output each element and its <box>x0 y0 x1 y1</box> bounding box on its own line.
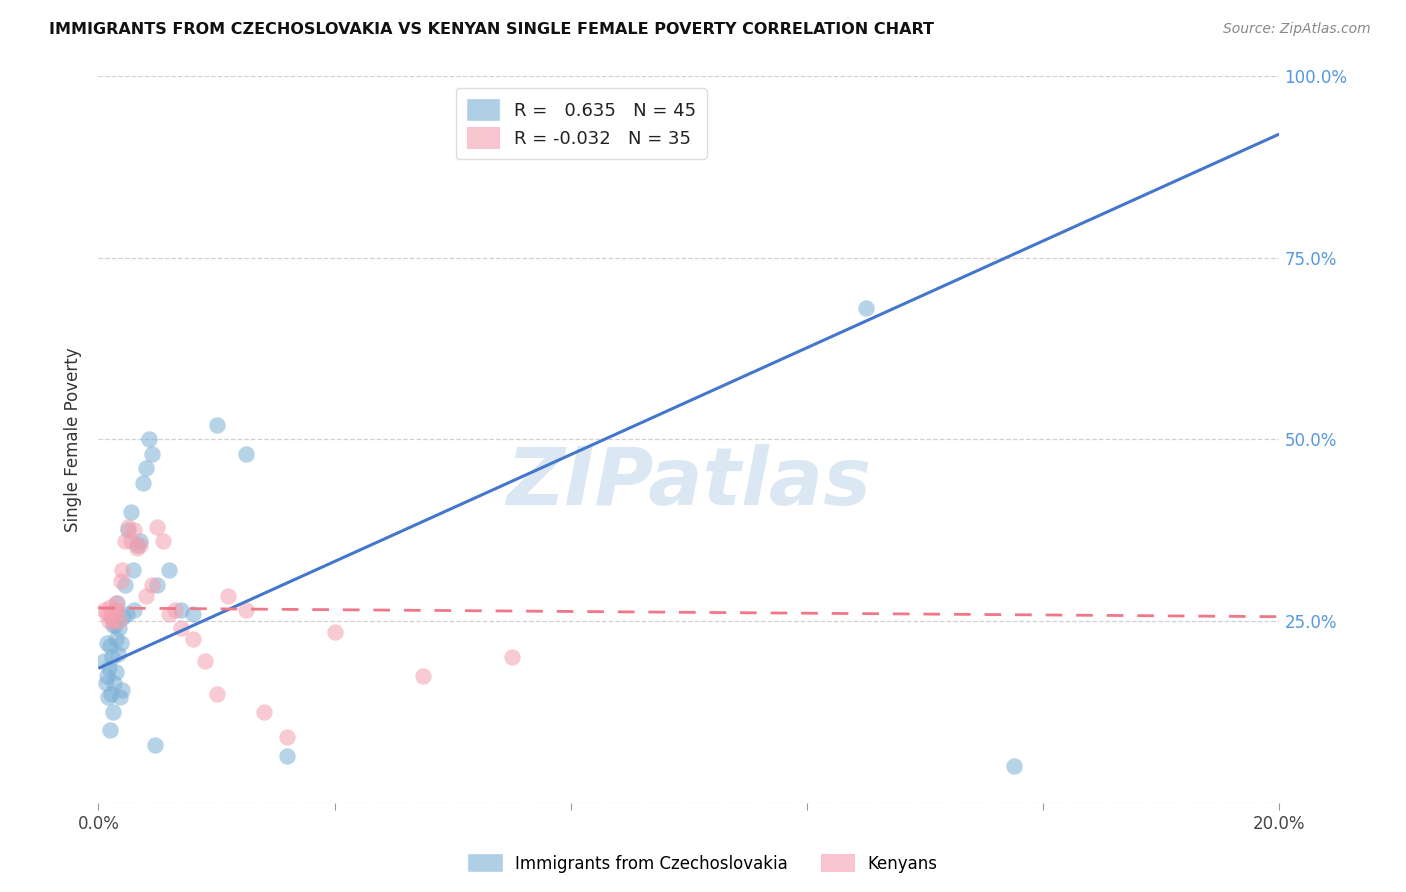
Point <box>157 563 180 577</box>
Point <box>96 607 118 621</box>
Point <box>108 621 131 635</box>
Point <box>501 650 523 665</box>
Point <box>235 603 257 617</box>
Point <box>107 647 129 661</box>
Point <box>97 690 120 705</box>
Point <box>276 731 298 745</box>
Point <box>114 578 136 592</box>
Point <box>181 607 204 621</box>
Point <box>141 447 163 461</box>
Point <box>93 654 115 668</box>
Legend: R =   0.635   N = 45, R = -0.032   N = 35: R = 0.635 N = 45, R = -0.032 N = 35 <box>456 88 707 159</box>
Point <box>108 614 131 628</box>
Point <box>141 578 163 592</box>
Point <box>128 534 150 549</box>
Point <box>98 614 121 628</box>
Point <box>98 661 121 675</box>
Point <box>135 589 157 603</box>
Point <box>110 574 132 588</box>
Point <box>1002 759 1025 773</box>
Point <box>103 676 125 690</box>
Point <box>122 603 145 617</box>
Point <box>105 596 128 610</box>
Point <box>105 596 128 610</box>
Point <box>205 687 228 701</box>
Point <box>194 654 217 668</box>
Text: ZIPatlas: ZIPatlas <box>506 444 872 522</box>
Point <box>114 534 136 549</box>
Point <box>101 617 124 632</box>
Point <box>104 617 127 632</box>
Point <box>105 632 128 647</box>
Text: Source: ZipAtlas.com: Source: ZipAtlas.com <box>1223 22 1371 37</box>
Point <box>93 603 115 617</box>
Point <box>121 563 143 577</box>
Point <box>128 538 150 552</box>
Point <box>205 417 228 432</box>
Point <box>146 519 169 533</box>
Point <box>103 614 125 628</box>
Point <box>100 687 122 701</box>
Legend: Immigrants from Czechoslovakia, Kenyans: Immigrants from Czechoslovakia, Kenyans <box>461 847 945 880</box>
Point <box>98 640 121 654</box>
Point <box>111 563 134 577</box>
Point <box>146 578 169 592</box>
Y-axis label: Single Female Poverty: Single Female Poverty <box>65 347 83 532</box>
Point <box>276 748 298 763</box>
Point <box>98 723 121 737</box>
Point <box>855 301 877 316</box>
Point <box>120 534 142 549</box>
Point <box>96 636 118 650</box>
Point <box>181 632 204 647</box>
Point <box>125 538 148 552</box>
Point <box>170 621 193 635</box>
Point <box>412 668 434 682</box>
Point <box>105 603 128 617</box>
Point <box>117 519 139 533</box>
Point <box>157 607 180 621</box>
Point <box>132 475 155 490</box>
Point <box>103 705 125 719</box>
Point <box>115 607 138 621</box>
Point <box>165 603 187 617</box>
Point <box>100 610 122 624</box>
Point <box>96 668 118 682</box>
Point <box>94 676 117 690</box>
Point <box>170 603 193 617</box>
Point <box>217 589 239 603</box>
Point <box>117 523 139 537</box>
Text: IMMIGRANTS FROM CZECHOSLOVAKIA VS KENYAN SINGLE FEMALE POVERTY CORRELATION CHART: IMMIGRANTS FROM CZECHOSLOVAKIA VS KENYAN… <box>49 22 934 37</box>
Point <box>112 610 135 624</box>
Point <box>108 690 131 705</box>
Point <box>104 603 127 617</box>
Point <box>110 636 132 650</box>
Point <box>105 665 128 679</box>
Point <box>235 447 257 461</box>
Point <box>135 461 157 475</box>
Point <box>98 599 121 614</box>
Point <box>152 534 174 549</box>
Point <box>253 705 276 719</box>
Point <box>101 650 124 665</box>
Point <box>125 541 148 556</box>
Point <box>120 505 142 519</box>
Point <box>111 683 134 698</box>
Point <box>143 738 166 752</box>
Point <box>323 624 346 639</box>
Point <box>122 523 145 537</box>
Point <box>138 432 160 446</box>
